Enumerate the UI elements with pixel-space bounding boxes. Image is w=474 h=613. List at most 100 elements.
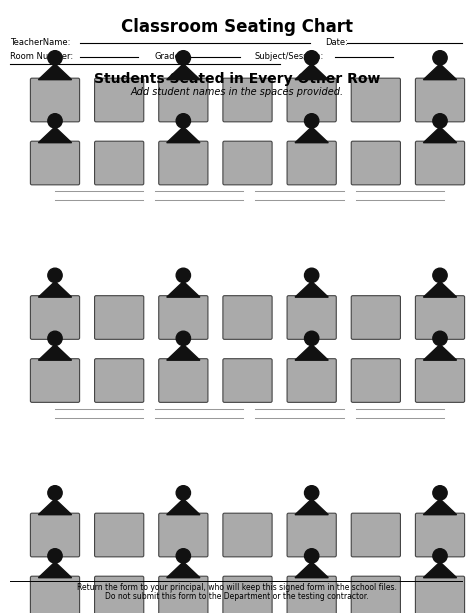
FancyBboxPatch shape <box>30 141 80 185</box>
FancyBboxPatch shape <box>415 513 465 557</box>
FancyBboxPatch shape <box>223 513 272 557</box>
Polygon shape <box>38 562 72 577</box>
FancyBboxPatch shape <box>351 295 401 340</box>
Circle shape <box>304 113 319 128</box>
Polygon shape <box>38 499 72 515</box>
Circle shape <box>304 268 319 283</box>
Polygon shape <box>38 64 72 80</box>
Text: Students Seated in Every Other Row: Students Seated in Every Other Row <box>94 72 380 86</box>
Polygon shape <box>295 499 328 515</box>
Polygon shape <box>295 127 328 143</box>
FancyBboxPatch shape <box>159 576 208 613</box>
Circle shape <box>48 113 62 128</box>
FancyBboxPatch shape <box>30 576 80 613</box>
FancyBboxPatch shape <box>415 359 465 402</box>
FancyBboxPatch shape <box>351 513 401 557</box>
Circle shape <box>48 51 62 65</box>
Polygon shape <box>167 345 200 360</box>
FancyBboxPatch shape <box>159 359 208 402</box>
FancyBboxPatch shape <box>223 359 272 402</box>
FancyBboxPatch shape <box>159 141 208 185</box>
Text: Grade:: Grade: <box>155 52 183 61</box>
Circle shape <box>48 549 62 563</box>
Text: Do not submit this form to the Department or the testing contractor.: Do not submit this form to the Departmen… <box>105 592 369 601</box>
Polygon shape <box>423 64 456 80</box>
Circle shape <box>48 268 62 283</box>
FancyBboxPatch shape <box>159 295 208 340</box>
Polygon shape <box>423 562 456 577</box>
Text: Classroom Seating Chart: Classroom Seating Chart <box>121 18 353 36</box>
FancyBboxPatch shape <box>95 576 144 613</box>
Circle shape <box>433 113 447 128</box>
FancyBboxPatch shape <box>415 78 465 122</box>
Text: Subject/Session:: Subject/Session: <box>255 52 324 61</box>
Polygon shape <box>295 562 328 577</box>
Polygon shape <box>295 281 328 297</box>
FancyBboxPatch shape <box>287 359 336 402</box>
Text: Date:: Date: <box>325 38 348 47</box>
Circle shape <box>176 549 191 563</box>
Circle shape <box>433 51 447 65</box>
Polygon shape <box>38 281 72 297</box>
FancyBboxPatch shape <box>415 576 465 613</box>
Polygon shape <box>295 64 328 80</box>
Circle shape <box>304 51 319 65</box>
FancyBboxPatch shape <box>30 359 80 402</box>
Polygon shape <box>423 127 456 143</box>
Circle shape <box>304 331 319 346</box>
Polygon shape <box>167 127 200 143</box>
Polygon shape <box>167 562 200 577</box>
Polygon shape <box>423 281 456 297</box>
FancyBboxPatch shape <box>223 141 272 185</box>
FancyBboxPatch shape <box>30 513 80 557</box>
Polygon shape <box>423 345 456 360</box>
FancyBboxPatch shape <box>30 295 80 340</box>
FancyBboxPatch shape <box>159 78 208 122</box>
FancyBboxPatch shape <box>351 359 401 402</box>
FancyBboxPatch shape <box>351 576 401 613</box>
Text: Add student names in the spaces provided.: Add student names in the spaces provided… <box>130 87 344 97</box>
FancyBboxPatch shape <box>223 78 272 122</box>
FancyBboxPatch shape <box>287 576 336 613</box>
Circle shape <box>433 331 447 346</box>
FancyBboxPatch shape <box>95 513 144 557</box>
FancyBboxPatch shape <box>30 78 80 122</box>
FancyBboxPatch shape <box>287 78 336 122</box>
FancyBboxPatch shape <box>415 295 465 340</box>
FancyBboxPatch shape <box>95 141 144 185</box>
Polygon shape <box>167 64 200 80</box>
FancyBboxPatch shape <box>287 295 336 340</box>
Circle shape <box>48 485 62 500</box>
Text: TeacherName:: TeacherName: <box>10 38 70 47</box>
Circle shape <box>176 113 191 128</box>
Polygon shape <box>38 345 72 360</box>
Circle shape <box>304 485 319 500</box>
FancyBboxPatch shape <box>159 513 208 557</box>
Text: Return the form to your principal, who will keep this signed form in the school : Return the form to your principal, who w… <box>77 583 397 592</box>
Polygon shape <box>167 499 200 515</box>
Circle shape <box>304 549 319 563</box>
FancyBboxPatch shape <box>415 141 465 185</box>
Circle shape <box>176 485 191 500</box>
FancyBboxPatch shape <box>287 141 336 185</box>
FancyBboxPatch shape <box>351 141 401 185</box>
Polygon shape <box>423 499 456 515</box>
FancyBboxPatch shape <box>351 78 401 122</box>
Circle shape <box>433 268 447 283</box>
Circle shape <box>48 331 62 346</box>
Circle shape <box>433 549 447 563</box>
Polygon shape <box>38 127 72 143</box>
Text: Room Number:: Room Number: <box>10 52 73 61</box>
FancyBboxPatch shape <box>223 295 272 340</box>
Circle shape <box>176 331 191 346</box>
Polygon shape <box>295 345 328 360</box>
FancyBboxPatch shape <box>95 359 144 402</box>
FancyBboxPatch shape <box>95 295 144 340</box>
FancyBboxPatch shape <box>223 576 272 613</box>
Circle shape <box>176 51 191 65</box>
FancyBboxPatch shape <box>95 78 144 122</box>
Circle shape <box>433 485 447 500</box>
FancyBboxPatch shape <box>287 513 336 557</box>
Polygon shape <box>167 281 200 297</box>
Circle shape <box>176 268 191 283</box>
